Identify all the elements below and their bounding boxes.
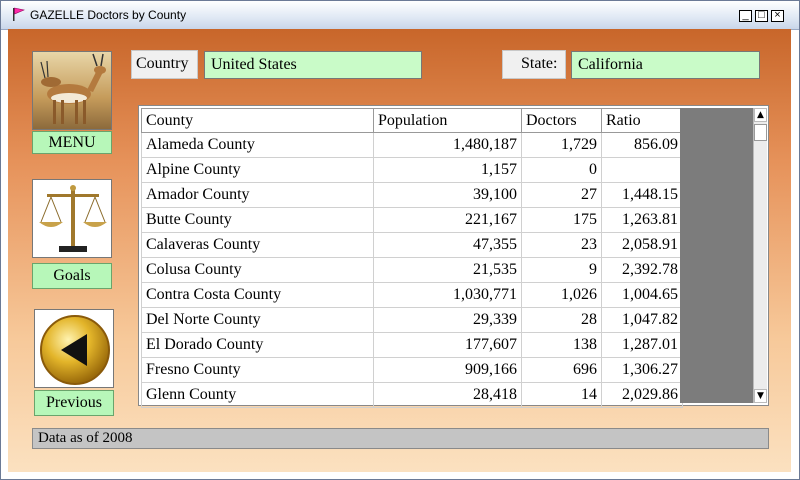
back-arrow-icon: [40, 315, 110, 385]
vertical-scrollbar[interactable]: ▲ ▼: [753, 108, 767, 403]
cell-county[interactable]: El Dorado County: [141, 332, 374, 358]
cell-population[interactable]: 1,157: [373, 157, 522, 183]
table-empty-area: [680, 108, 753, 403]
previous-button[interactable]: Previous: [34, 390, 114, 416]
cell-county[interactable]: Butte County: [141, 207, 374, 233]
column-header-doctors[interactable]: Doctors: [521, 108, 602, 133]
cell-ratio[interactable]: 1,448.15: [601, 182, 683, 208]
gazelle-icon: [40, 53, 106, 124]
window-title: GAZELLE Doctors by County: [30, 8, 187, 22]
cell-county[interactable]: Alameda County: [141, 132, 374, 158]
cell-ratio[interactable]: 2,058.91: [601, 232, 683, 258]
cell-doctors[interactable]: 14: [521, 382, 602, 408]
table-row[interactable]: Colusa County 21,535 9 2,392.78: [141, 257, 683, 283]
cell-population[interactable]: 177,607: [373, 332, 522, 358]
table-row[interactable]: Contra Costa County 1,030,771 1,026 1,004.6…: [141, 282, 683, 308]
maximize-button[interactable]: □: [755, 10, 768, 22]
cell-population[interactable]: 39,100: [373, 182, 522, 208]
scales-image[interactable]: [32, 179, 112, 258]
minimize-button[interactable]: _: [739, 10, 752, 22]
title-bar[interactable]: GAZELLE Doctors by County _ □ ×: [1, 1, 799, 30]
cell-doctors[interactable]: 27: [521, 182, 602, 208]
cell-population[interactable]: 221,167: [373, 207, 522, 233]
country-label: Country: [131, 50, 198, 79]
scales-icon: [39, 185, 107, 252]
column-header-county[interactable]: County: [141, 108, 374, 133]
table-row[interactable]: El Dorado County 177,607 138 1,287.01: [141, 332, 683, 358]
cell-population[interactable]: 21,535: [373, 257, 522, 283]
cell-ratio[interactable]: [601, 157, 683, 183]
state-field[interactable]: California: [571, 51, 760, 79]
cell-county[interactable]: Fresno County: [141, 357, 374, 383]
cell-ratio[interactable]: 1,287.01: [601, 332, 683, 358]
cell-doctors[interactable]: 696: [521, 357, 602, 383]
cell-ratio[interactable]: 2,029.86: [601, 382, 683, 408]
table-header-row: County Population Doctors Ratio: [141, 108, 683, 133]
cell-doctors[interactable]: 1,026: [521, 282, 602, 308]
main-panel: MENU Goals: [8, 29, 791, 472]
cell-ratio[interactable]: 1,306.27: [601, 357, 683, 383]
cell-doctors[interactable]: 9: [521, 257, 602, 283]
cell-ratio[interactable]: 1,004.65: [601, 282, 683, 308]
table-row[interactable]: Del Norte County 29,339 28 1,047.82: [141, 307, 683, 333]
cell-county[interactable]: Contra Costa County: [141, 282, 374, 308]
column-header-ratio[interactable]: Ratio: [601, 108, 683, 133]
county-table-panel: County Population Doctors Ratio Alameda …: [138, 105, 769, 408]
table-row[interactable]: Alameda County 1,480,187 1,729 856.09: [141, 132, 683, 158]
scrollbar-thumb[interactable]: [754, 124, 767, 141]
flag-icon: [13, 7, 25, 21]
gazelle-image[interactable]: [32, 51, 112, 130]
close-button[interactable]: ×: [771, 10, 784, 22]
cell-ratio[interactable]: 2,392.78: [601, 257, 683, 283]
cell-population[interactable]: 1,030,771: [373, 282, 522, 308]
table-row[interactable]: Calaveras County 47,355 23 2,058.91: [141, 232, 683, 258]
cell-doctors[interactable]: 1,729: [521, 132, 602, 158]
cell-ratio[interactable]: 1,263.81: [601, 207, 683, 233]
previous-image[interactable]: [34, 309, 114, 388]
cell-population[interactable]: 28,418: [373, 382, 522, 408]
county-table: County Population Doctors Ratio Alameda …: [141, 108, 683, 408]
cell-county[interactable]: Amador County: [141, 182, 374, 208]
cell-ratio[interactable]: 1,047.82: [601, 307, 683, 333]
cell-population[interactable]: 29,339: [373, 307, 522, 333]
column-header-population[interactable]: Population: [373, 108, 522, 133]
cell-doctors[interactable]: 28: [521, 307, 602, 333]
cell-county[interactable]: Del Norte County: [141, 307, 374, 333]
table-row[interactable]: Alpine County 1,157 0: [141, 157, 683, 183]
cell-doctors[interactable]: 138: [521, 332, 602, 358]
status-bar: Data as of 2008: [32, 428, 769, 449]
cell-doctors[interactable]: 23: [521, 232, 602, 258]
cell-county[interactable]: Calaveras County: [141, 232, 374, 258]
table-row[interactable]: Butte County 221,167 175 1,263.81: [141, 207, 683, 233]
table-row[interactable]: Fresno County 909,166 696 1,306.27: [141, 357, 683, 383]
cell-population[interactable]: 909,166: [373, 357, 522, 383]
scroll-up-arrow-icon[interactable]: ▲: [754, 108, 767, 122]
cell-county[interactable]: Glenn County: [141, 382, 374, 408]
cell-ratio[interactable]: 856.09: [601, 132, 683, 158]
cell-county[interactable]: Alpine County: [141, 157, 374, 183]
goals-button[interactable]: Goals: [32, 263, 112, 289]
menu-button[interactable]: MENU: [32, 131, 112, 154]
table-row[interactable]: Amador County 39,100 27 1,448.15: [141, 182, 683, 208]
table-row[interactable]: Glenn County 28,418 14 2,029.86: [141, 382, 683, 408]
scroll-down-arrow-icon[interactable]: ▼: [754, 389, 767, 403]
cell-population[interactable]: 47,355: [373, 232, 522, 258]
cell-county[interactable]: Colusa County: [141, 257, 374, 283]
cell-doctors[interactable]: 0: [521, 157, 602, 183]
state-label: State:: [502, 50, 566, 79]
cell-doctors[interactable]: 175: [521, 207, 602, 233]
country-field[interactable]: United States: [204, 51, 422, 79]
cell-population[interactable]: 1,480,187: [373, 132, 522, 158]
